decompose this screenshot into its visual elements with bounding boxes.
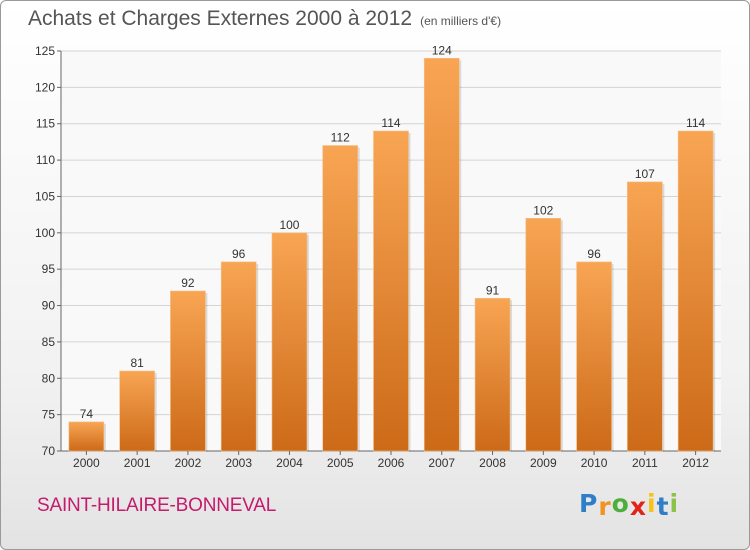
data-label: 96: [232, 247, 246, 261]
y-tick-label: 125: [35, 44, 55, 58]
logo-letter: o: [611, 489, 630, 518]
logo-letter: t: [656, 492, 670, 521]
data-label: 114: [686, 116, 705, 130]
x-tick-label: 2001: [124, 456, 151, 470]
logo-letter: i: [669, 489, 680, 518]
y-tick-label: 95: [42, 262, 56, 276]
bar: [68, 421, 105, 452]
x-tick-label: 2003: [225, 456, 252, 470]
data-label: 102: [533, 203, 553, 217]
x-tick-label: 2010: [581, 456, 608, 470]
y-tick-label: 75: [42, 408, 56, 422]
chart-title-text: Achats et Charges Externes 2000 à 2012: [28, 7, 413, 30]
y-tick-label: 85: [42, 335, 56, 349]
data-label: 114: [381, 116, 400, 130]
y-tick-label: 80: [42, 371, 56, 385]
x-tick-label: 2007: [428, 456, 455, 470]
y-tick-label: 120: [35, 80, 55, 94]
x-tick-label: 2006: [378, 456, 405, 470]
bar: [627, 181, 663, 452]
bar: [677, 130, 714, 452]
x-tick-label: 2005: [327, 456, 354, 470]
bar: [423, 57, 460, 452]
data-label: 92: [181, 276, 195, 290]
data-label: 100: [279, 218, 299, 232]
chart-unit: (en milliers d'€): [420, 14, 502, 28]
x-tick-label: 2011: [632, 456, 658, 470]
x-tick-label: 2012: [682, 456, 709, 470]
y-tick-label: 100: [35, 226, 55, 240]
y-tick-label: 90: [42, 299, 56, 313]
logo-letter: x: [629, 492, 647, 521]
x-tick-label: 2004: [276, 456, 303, 470]
data-label: 74: [80, 407, 94, 421]
bar: [220, 261, 257, 452]
commune-name: SAINT-HILAIRE-BONNEVAL: [37, 495, 277, 516]
bar: [576, 261, 612, 452]
data-label: 96: [587, 247, 601, 261]
data-label: 112: [331, 131, 350, 145]
logo-letter: r: [598, 492, 612, 521]
data-label: 124: [432, 43, 452, 57]
data-label: 81: [130, 356, 144, 370]
y-tick-label: 70: [42, 444, 56, 458]
bar: [525, 217, 562, 452]
logo-letter: P: [579, 489, 599, 518]
proxiti-logo: Proxiti: [579, 489, 680, 521]
bar: [119, 370, 155, 452]
y-tick-label: 110: [36, 153, 55, 167]
logo-letter: i: [647, 489, 657, 518]
bar: [322, 145, 359, 452]
x-tick-label: 2009: [530, 456, 557, 470]
x-tick-label: 2008: [479, 456, 506, 470]
y-tick-label: 115: [36, 117, 55, 131]
bar: [474, 297, 511, 452]
bar: [373, 130, 409, 452]
data-label: 91: [486, 283, 500, 297]
y-tick-label: 105: [35, 189, 55, 203]
bar: [170, 290, 206, 452]
x-tick-label: 2002: [175, 456, 202, 470]
x-tick-label: 2000: [73, 456, 100, 470]
chart-title: Achats et Charges Externes 2000 à 2012 (e…: [28, 7, 501, 31]
bar: [271, 232, 308, 452]
data-label: 107: [635, 167, 655, 181]
